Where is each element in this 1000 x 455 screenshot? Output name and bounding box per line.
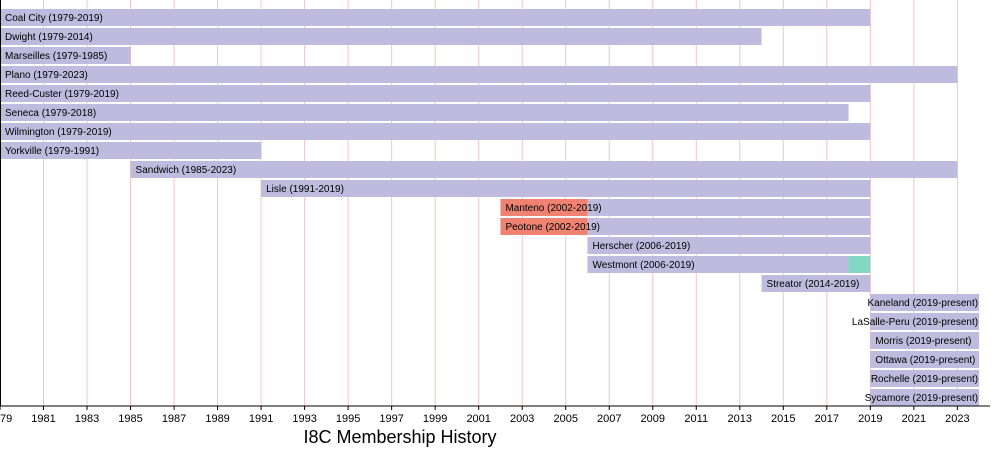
x-tick-label: 1991: [249, 413, 273, 425]
x-tick-label: 1997: [379, 413, 403, 425]
x-tick-label: 2011: [684, 413, 708, 425]
x-tick-label: 1989: [205, 413, 229, 425]
bar-label: Lisle (1991-2019): [266, 184, 344, 195]
bar-segment: [587, 199, 871, 216]
x-tick-label: 1983: [75, 413, 99, 425]
x-tick-label: 1985: [118, 413, 142, 425]
bar-label: Sycamore (2019-present): [865, 393, 978, 404]
bar-label: Reed-Custer (1979-2019): [5, 89, 119, 100]
bar-label: Plano (1979-2023): [5, 70, 88, 81]
bar-label: LaSalle-Peru (2019-present): [852, 317, 978, 328]
bar-label: Peotone (2002-2019): [505, 222, 600, 233]
bar-segment: [0, 85, 871, 102]
x-tick-label: 2013: [728, 413, 752, 425]
x-tick-label: 2003: [510, 413, 534, 425]
bar-segment: [870, 313, 980, 330]
bar-label: Dwight (1979-2014): [5, 32, 93, 43]
bar-segment: [870, 294, 980, 311]
bar-label: Kaneland (2019-present): [867, 298, 978, 309]
bar-label: Manteno (2002-2019): [505, 203, 601, 214]
bar-segment: [870, 389, 980, 406]
x-tick-label: 2015: [771, 413, 795, 425]
bar-label: Sandwich (1985-2023): [136, 165, 237, 176]
x-tick-label: 2007: [597, 413, 621, 425]
bar-segment: [0, 123, 871, 140]
bar-segment: [870, 332, 980, 349]
bar-label: Morris (2019-present): [875, 336, 971, 347]
bar-segment: [848, 256, 871, 273]
bar-label: Herscher (2006-2019): [592, 241, 690, 252]
x-tick-label: 1979: [0, 413, 12, 425]
bars: Coal City (1979-2019) Dwight (1979-2014) M…: [0, 9, 980, 406]
bar-label: Coal City (1979-2019): [5, 13, 103, 24]
bar-label: Westmont (2006-2019): [592, 260, 694, 271]
bar-segment: [0, 9, 871, 26]
bar-segment: [0, 142, 262, 159]
bar-segment: [587, 237, 871, 254]
x-tick-label: 2021: [902, 413, 926, 425]
x-tick-label: 1995: [336, 413, 360, 425]
x-tick-label: 2017: [815, 413, 839, 425]
bar-segment: [761, 275, 871, 292]
bar-label: Seneca (1979-2018): [5, 108, 96, 119]
x-tick-label: 2009: [641, 413, 665, 425]
bar-segment: [0, 104, 849, 121]
x-tick-label: 2019: [858, 413, 882, 425]
x-tick-label: 1993: [292, 413, 316, 425]
bar-segment: [500, 218, 588, 235]
x-tick-label: 2023: [945, 413, 969, 425]
bar-label: Streator (2014-2019): [767, 279, 860, 290]
bar-label: Rochelle (2019-present): [871, 374, 978, 385]
bar-segment: [500, 199, 588, 216]
x-tick-label: 2005: [553, 413, 577, 425]
bar-segment: [0, 28, 762, 45]
bar-segment: [587, 256, 849, 273]
bar-label: Wilmington (1979-2019): [5, 127, 112, 138]
bar-label: Ottawa (2019-present): [875, 355, 975, 366]
x-tick-label: 2001: [466, 413, 490, 425]
bar-segment: [261, 180, 871, 197]
bar-segment: [587, 218, 871, 235]
bar-segment: [130, 161, 958, 178]
bar-segment: [870, 370, 980, 387]
bar-label: Yorkville (1979-1991): [5, 146, 99, 157]
bar-segment: [0, 47, 131, 64]
chart-title: I8C Membership History: [303, 427, 496, 447]
axis: 1979 1981 1983 1985 1987 1989 1991 1993 1995 1997…: [0, 0, 990, 425]
bar-segment: [0, 66, 958, 83]
bar-segment: [870, 351, 980, 368]
x-tick-label: 1981: [31, 413, 55, 425]
bar-label: Marseilles (1979-1985): [5, 51, 107, 62]
x-tick-label: 1987: [162, 413, 186, 425]
x-tick-label: 1999: [423, 413, 447, 425]
